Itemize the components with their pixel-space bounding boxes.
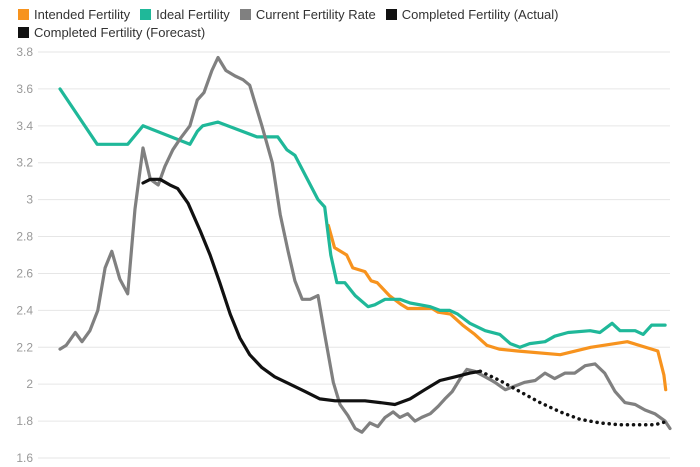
legend: Intended Fertility Ideal Fertility Current… bbox=[18, 6, 698, 42]
series-line-4 bbox=[478, 369, 670, 427]
y-tick-label: 2.8 bbox=[16, 230, 33, 244]
y-tick-label: 2.4 bbox=[16, 303, 33, 317]
y-tick-label: 3.4 bbox=[16, 119, 33, 133]
legend-label: Completed Fertility (Forecast) bbox=[34, 25, 206, 40]
y-tick-label: 2.6 bbox=[16, 266, 33, 280]
legend-item: Current Fertility Rate bbox=[239, 6, 376, 23]
legend-item: Intended Fertility bbox=[18, 6, 130, 23]
legend-item: Completed Fertility (Actual) bbox=[385, 6, 559, 23]
legend-swatch bbox=[18, 9, 29, 20]
y-tick-label: 2.2 bbox=[16, 340, 33, 354]
series-line-0 bbox=[326, 223, 668, 392]
y-tick-label: 2 bbox=[26, 377, 33, 391]
legend-swatch bbox=[385, 9, 397, 20]
legend-swatch bbox=[18, 27, 29, 38]
y-tick-label: 3 bbox=[26, 193, 33, 207]
y-tick-label: 3.8 bbox=[16, 45, 33, 59]
legend-label: Completed Fertility (Actual) bbox=[401, 7, 559, 22]
y-tick-label: 1.8 bbox=[16, 414, 33, 428]
legend-label: Intended Fertility bbox=[34, 7, 131, 22]
series-line-3 bbox=[141, 177, 482, 407]
y-tick-label: 3.6 bbox=[16, 82, 33, 96]
legend-item: Completed Fertility (Forecast) bbox=[18, 24, 205, 41]
legend-swatch bbox=[239, 9, 251, 20]
series-line-1 bbox=[58, 87, 667, 349]
legend-item: Ideal Fertility bbox=[140, 6, 230, 23]
y-tick-label: 1.6 bbox=[16, 451, 33, 465]
y-tick-label: 3.2 bbox=[16, 156, 33, 170]
legend-swatch bbox=[140, 9, 152, 20]
series-line-2 bbox=[58, 55, 672, 434]
legend-label: Ideal Fertility bbox=[156, 7, 230, 22]
legend-label: Current Fertility Rate bbox=[255, 7, 376, 22]
